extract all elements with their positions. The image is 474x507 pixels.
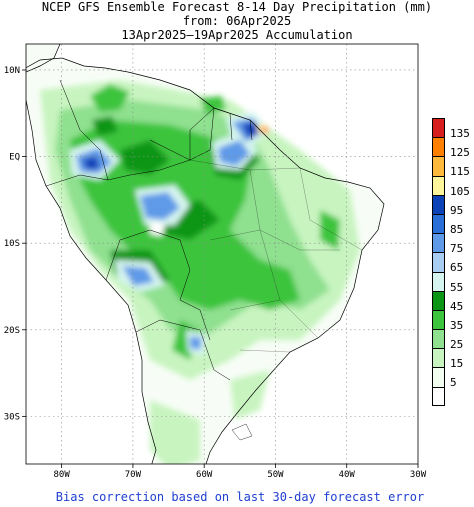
legend-swatch <box>432 329 445 349</box>
legend-swatch <box>432 118 445 138</box>
legend-entry: 105 <box>432 175 474 198</box>
lon-label-3: 50W <box>267 470 284 480</box>
legend-swatch <box>432 367 445 387</box>
lon-label-2: 60W <box>196 470 213 480</box>
legend-label: 25 <box>450 338 464 352</box>
legend-entry: 15 <box>432 348 474 371</box>
map-title: NCEP GFS Ensemble Forecast 8-14 Day Prec… <box>41 0 433 14</box>
lon-label-0: 80W <box>54 470 71 480</box>
legend-entry <box>432 386 474 406</box>
lat-label-4: 30S <box>4 412 20 422</box>
color-legend: 135 125 115 105 95 85 75 65 55 45 35 25 15 5 <box>432 118 474 406</box>
legend-label: 5 <box>450 376 457 390</box>
legend-swatch <box>432 213 445 234</box>
legend-label: 105 <box>450 184 470 198</box>
land-central-america <box>26 44 60 72</box>
lat-label-3: 20S <box>4 326 20 336</box>
legend-swatch <box>432 194 445 214</box>
legend-swatch <box>432 386 445 406</box>
bias-correction-note: Bias correction based on last 30-day for… <box>55 490 425 504</box>
precip-shading <box>40 80 360 464</box>
legend-entry: 95 <box>432 194 474 217</box>
legend-entry: 25 <box>432 329 474 352</box>
lat-label-2: 10S <box>4 239 20 249</box>
lat-label-1: EQ <box>9 153 20 163</box>
legend-swatch <box>432 290 445 310</box>
legend-label: 85 <box>450 222 464 236</box>
forecast-init-date: from: 06Apr2025 <box>182 14 292 28</box>
legend-entry: 45 <box>432 290 474 313</box>
legend-entry: 75 <box>432 233 474 256</box>
legend-label: 45 <box>450 299 464 313</box>
legend-label: 65 <box>450 261 464 275</box>
legend-entry: 85 <box>432 213 474 236</box>
legend-entry: 5 <box>432 367 474 390</box>
legend-label: 135 <box>450 127 470 140</box>
legend-label: 125 <box>450 146 470 160</box>
legend-entry: 55 <box>432 271 474 294</box>
lon-label-4: 40W <box>339 470 356 480</box>
lon-label-1: 70W <box>125 470 142 480</box>
legend-swatch <box>432 309 445 330</box>
lat-label-0: 10N <box>4 66 20 76</box>
country-borders <box>45 79 253 381</box>
legend-swatch <box>432 271 445 291</box>
legend-entry: 65 <box>432 252 474 275</box>
legend-entry: 115 <box>432 156 474 179</box>
legend-swatch <box>432 137 445 157</box>
map-frame <box>25 43 419 465</box>
lon-label-5: 30W <box>410 470 427 480</box>
legend-entry: 125 <box>432 137 474 160</box>
legend-label: 35 <box>450 318 464 332</box>
legend-label: 115 <box>450 165 470 179</box>
legend-label: 55 <box>450 280 464 294</box>
legend-entry: 135 <box>432 118 474 140</box>
axis-ticks <box>22 69 419 468</box>
legend-swatch <box>432 175 445 195</box>
lake <box>231 423 253 441</box>
legend-swatch <box>432 233 445 253</box>
state-borders <box>189 159 363 353</box>
legend-swatch <box>432 252 445 272</box>
legend-label: 15 <box>450 357 464 371</box>
legend-swatch <box>432 348 445 368</box>
legend-label: 75 <box>450 242 464 256</box>
accumulation-period: 13Apr2025–19Apr2025 Accumulation <box>121 28 353 42</box>
legend-swatch <box>432 156 445 176</box>
legend-entry: 35 <box>432 309 474 332</box>
legend-label: 95 <box>450 203 464 217</box>
